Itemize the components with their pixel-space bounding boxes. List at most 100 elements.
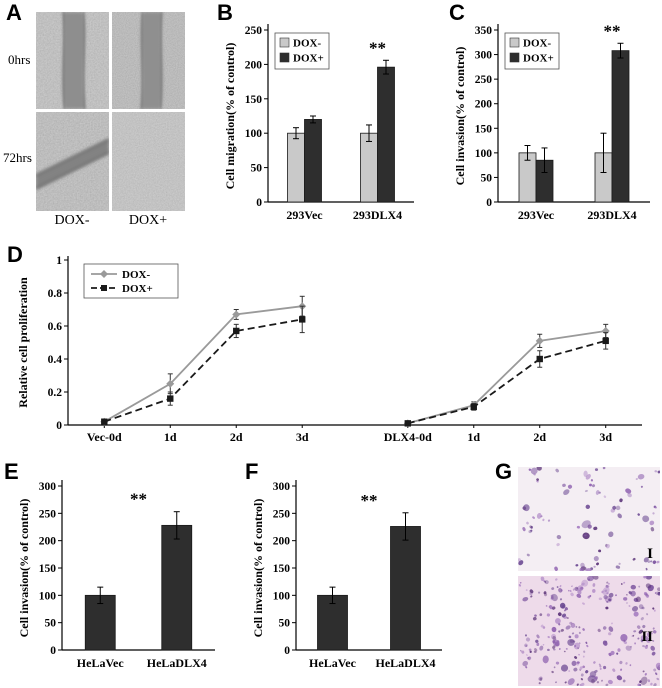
legend-label: DOX- xyxy=(293,38,321,50)
y-tick-label: 150 xyxy=(245,94,263,106)
stained-cell xyxy=(571,660,577,667)
stained-cell xyxy=(645,567,648,571)
stained-cell xyxy=(603,495,607,498)
stained-cell xyxy=(576,683,579,686)
stained-cell xyxy=(542,655,549,664)
x-category-label: 293Vec xyxy=(286,208,323,222)
stained-cell xyxy=(592,583,596,587)
stained-cell xyxy=(617,513,622,519)
col-label-dox-plus: DOX+ xyxy=(128,213,168,228)
stained-cell xyxy=(536,480,539,483)
marker-square-DOX+ xyxy=(536,355,543,363)
x-tick-label: 3d xyxy=(599,430,612,444)
stained-cell xyxy=(599,667,602,670)
stained-cell xyxy=(538,682,541,685)
panel-label-d: D xyxy=(7,242,23,267)
stained-cell xyxy=(551,670,554,674)
micrograph-72hrs-dox-minus xyxy=(36,112,109,211)
stained-cell xyxy=(650,682,653,686)
stained-cell xyxy=(623,581,626,584)
stained-cell xyxy=(580,678,584,681)
stained-cell xyxy=(579,684,582,686)
y-axis-title: Cell invasion(% of control) xyxy=(251,499,265,638)
stained-cell xyxy=(546,613,551,617)
stained-cell xyxy=(578,653,581,656)
series-line-DOX- xyxy=(407,330,606,425)
stained-cell xyxy=(654,592,657,594)
stained-cell xyxy=(596,681,600,684)
x-tick-label: 2d xyxy=(230,430,243,444)
stained-cell xyxy=(643,576,647,579)
stained-cell xyxy=(547,636,550,639)
micrograph-0hrs-dox-plus xyxy=(112,12,185,109)
stained-cell xyxy=(611,622,613,625)
y-tick-label: 0.2 xyxy=(48,387,63,399)
stained-cell xyxy=(652,627,655,630)
stained-cell xyxy=(654,470,658,473)
stained-cell xyxy=(529,650,532,653)
stained-cell xyxy=(574,634,579,639)
stained-cell xyxy=(623,639,626,642)
stained-cell xyxy=(528,530,532,534)
wound-healing-image-grid xyxy=(36,12,185,211)
stained-cell xyxy=(587,524,592,529)
stained-cell xyxy=(606,581,609,584)
stained-cell xyxy=(547,519,551,522)
marker-square-DOX+ xyxy=(233,327,240,335)
stained-cell xyxy=(522,597,529,602)
stained-cell xyxy=(652,560,657,564)
stained-cells-image-2 xyxy=(518,576,660,686)
stained-cell xyxy=(542,626,546,629)
stained-cell xyxy=(652,512,655,515)
stained-cell xyxy=(627,492,632,498)
stained-cell xyxy=(642,670,645,673)
stained-cell xyxy=(535,639,539,643)
y-tick-label: 0 xyxy=(486,197,492,209)
x-tick-label: 3d xyxy=(296,430,309,444)
stained-cell xyxy=(608,592,614,598)
stained-cell xyxy=(547,648,550,652)
legend-swatch xyxy=(279,52,290,63)
stained-cell xyxy=(582,602,585,605)
marker-square-DOX+ xyxy=(299,316,306,323)
y-axis-title: Cell migration(% of control) xyxy=(223,43,237,190)
stained-cell xyxy=(554,566,558,571)
stained-cell xyxy=(524,643,528,648)
stained-cell xyxy=(626,594,628,596)
stained-cell xyxy=(638,585,641,588)
stained-cell xyxy=(521,650,525,654)
stained-cell xyxy=(602,467,606,470)
stained-cell xyxy=(630,590,636,597)
stained-cell xyxy=(655,662,660,670)
stained-cell xyxy=(634,642,636,645)
stained-cell xyxy=(578,631,581,634)
stained-cell xyxy=(642,624,646,629)
stained-cell xyxy=(555,578,558,581)
stained-cell xyxy=(636,625,641,629)
bar-DOX--293Vec xyxy=(287,132,305,203)
stained-cell xyxy=(532,616,537,621)
legend-marker xyxy=(101,285,107,291)
marker-diamond-DOX- xyxy=(535,336,544,345)
stained-cell xyxy=(580,587,583,590)
stained-cell xyxy=(625,662,628,665)
stained-cell xyxy=(582,628,585,631)
y-tick-label: 100 xyxy=(475,148,493,160)
row-label-0hrs: 0hrs xyxy=(8,52,31,67)
stained-cell xyxy=(530,595,533,598)
stained-cell xyxy=(593,565,596,568)
stained-cell xyxy=(642,515,650,523)
stained-cell xyxy=(559,602,566,609)
bar-DOX+-293DLX4 xyxy=(377,66,395,203)
stained-cell xyxy=(647,560,651,563)
chart-svg-D: 0 0.2 0.4 0.6 0.8 1 Relative cell proliferatio… xyxy=(16,255,642,444)
stained-cell xyxy=(632,557,636,561)
stained-cell xyxy=(650,645,655,651)
stained-cell xyxy=(586,644,589,648)
stained-cell xyxy=(597,628,601,633)
stained-cell xyxy=(570,622,576,628)
stained-cell xyxy=(581,579,589,587)
stained-cell xyxy=(652,630,657,634)
series-line-DOX+ xyxy=(407,339,606,425)
stained-cell xyxy=(591,678,595,684)
